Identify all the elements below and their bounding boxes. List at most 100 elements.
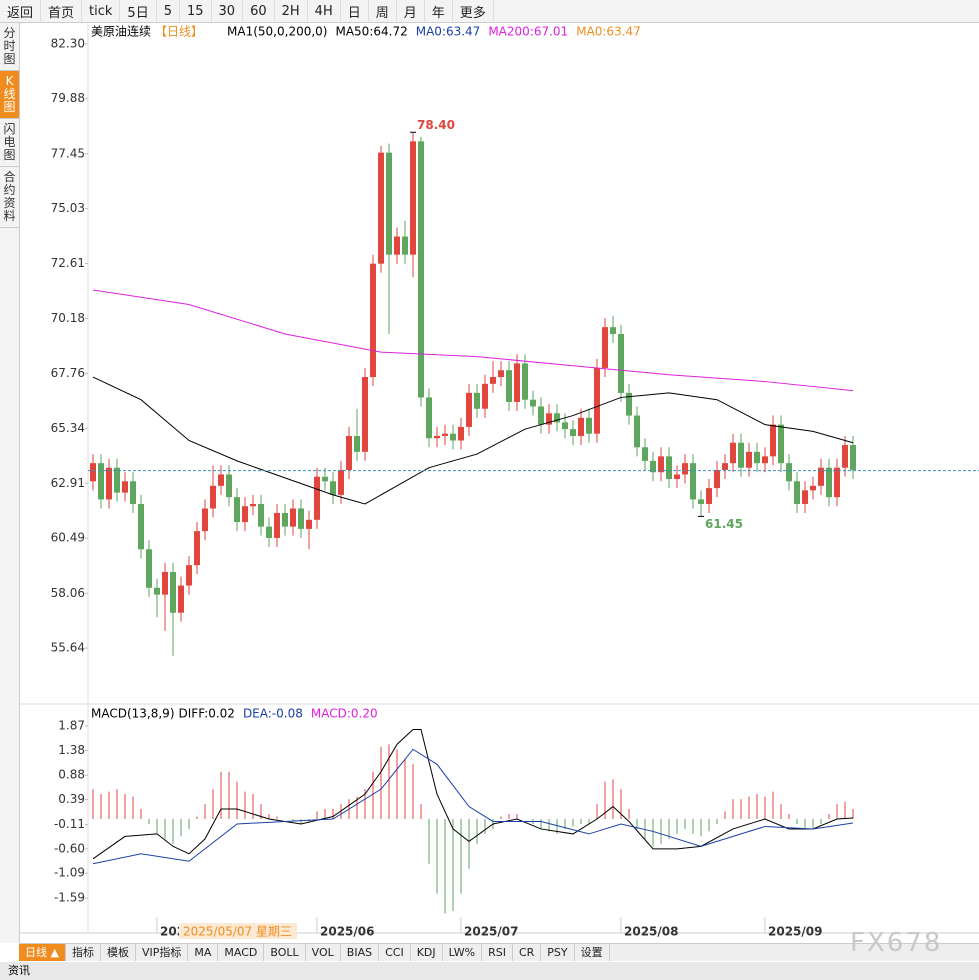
y-tick-label: 75.03: [51, 201, 85, 215]
candle-body: [114, 467, 120, 493]
candle-body: [202, 508, 208, 532]
candle-body: [106, 467, 112, 500]
bottom-bar: 日线 ▲ 指标 模板 VIP指标 MA MACD BOLL VOL BIAS CCI KDJ LW% R…: [19, 943, 979, 961]
indicator-tab[interactable]: BIAS: [341, 944, 380, 961]
annotation-label: 78.40: [417, 118, 455, 132]
toolbar-button[interactable]: 5日: [120, 0, 157, 22]
side-tab[interactable]: 分时图: [0, 23, 19, 71]
y-tick-label: 72.61: [51, 256, 85, 270]
legend-entry: MA200:67.01: [488, 25, 568, 39]
indicator-tab[interactable]: RSI: [482, 944, 513, 961]
y-tick-label: 55.64: [51, 641, 85, 655]
toolbar-button[interactable]: 日: [341, 0, 369, 22]
toolbar-button[interactable]: tick: [82, 0, 121, 22]
toolbar-button[interactable]: 周: [369, 0, 397, 22]
candle-body: [330, 481, 336, 495]
indicator-line: [92, 748, 854, 865]
candle-body: [466, 392, 472, 427]
legend-entry: DIFF:0.02: [179, 707, 235, 721]
side-tab[interactable]: 闪电图: [0, 119, 19, 167]
indicator-tab[interactable]: KDJ: [411, 944, 443, 961]
candle-body: [810, 485, 816, 491]
x-tick-label: 2025/07: [464, 925, 518, 939]
toolbar-button[interactable]: 15: [180, 0, 212, 22]
indicator-tab[interactable]: CR: [513, 944, 542, 961]
indicator-tab[interactable]: MACD: [218, 944, 265, 961]
y-tick-label: 79.88: [51, 91, 85, 105]
candle-body: [266, 526, 272, 538]
toolbar-button[interactable]: 2H: [275, 0, 308, 22]
toolbar-button[interactable]: 60: [243, 0, 275, 22]
indicator-tab[interactable]: 模板: [101, 944, 136, 961]
candle-body: [610, 327, 616, 334]
candle-body: [554, 413, 560, 423]
x-tick-label: 2025/06: [320, 925, 374, 939]
candle-body: [234, 497, 240, 523]
toolbar-button[interactable]: 更多: [453, 0, 494, 22]
candle-body: [538, 406, 544, 425]
candle-body: [90, 463, 96, 482]
candle-body: [530, 399, 536, 407]
period-button[interactable]: 日线 ▲: [19, 944, 66, 961]
candle-body: [594, 367, 600, 434]
candle-body: [794, 481, 800, 504]
candle-body: [706, 488, 712, 504]
indicator-tab[interactable]: 设置: [575, 944, 610, 961]
candle-body: [474, 392, 480, 409]
candle-body: [162, 571, 168, 595]
candle-body: [802, 490, 808, 504]
toolbar-button[interactable]: 返回: [0, 0, 42, 22]
candle-body: [482, 383, 488, 409]
chart: 82.30 79.88 77.45 75.03 72.61 70.18 67.76 65.34…: [19, 23, 979, 939]
indicator-tab[interactable]: BOLL: [264, 944, 306, 961]
candle-body: [506, 370, 512, 402]
candle-body: [362, 377, 368, 452]
side-tab[interactable]: K线图: [0, 71, 19, 119]
candle-body: [122, 481, 128, 493]
y-tick-label: 65.34: [51, 421, 85, 435]
candle-body: [666, 456, 672, 480]
candle-body: [490, 377, 496, 384]
toolbar-button[interactable]: 月: [397, 0, 425, 22]
y-tick-label: 62.91: [51, 476, 85, 490]
indicator-tab[interactable]: PSY: [541, 944, 575, 961]
y-tick-label: 58.06: [51, 586, 85, 600]
indicator-tab[interactable]: VOL: [306, 944, 341, 961]
candle-body: [674, 474, 680, 480]
candle-body: [210, 485, 216, 509]
candle-body: [402, 236, 408, 255]
candle-body: [746, 451, 752, 468]
toolbar-button[interactable]: 首页: [41, 0, 83, 22]
legend-entry: MA0:63.47: [576, 25, 641, 39]
candle-body: [274, 513, 280, 538]
indicator-tab[interactable]: VIP指标: [136, 944, 189, 961]
indicator-tab[interactable]: 指标: [66, 944, 101, 961]
toolbar-button[interactable]: 5: [157, 0, 180, 22]
y-tick-label: 67.76: [51, 366, 85, 380]
candle-body: [146, 549, 152, 588]
candle-body: [522, 363, 528, 400]
indicator-line: [92, 376, 854, 505]
indicator-tab[interactable]: MA: [188, 944, 219, 961]
candle-body: [218, 474, 224, 486]
x-tick-label: 2025/08: [624, 925, 678, 939]
side-tab[interactable]: 合约资料: [0, 167, 19, 228]
toolbar-button[interactable]: 4H: [308, 0, 341, 22]
candle-body: [714, 469, 720, 489]
candle-body: [442, 433, 448, 436]
candle-body: [282, 513, 288, 527]
indicator-tab[interactable]: CCI: [379, 944, 411, 961]
candle-body: [370, 263, 376, 378]
candle-body: [394, 236, 400, 255]
toolbar: 返回 首页 tick 5日 5 15 30 60 2H 4H 日周月年更多: [0, 0, 979, 23]
y-tick-label: 77.45: [51, 146, 85, 160]
toolbar-button[interactable]: 30: [212, 0, 244, 22]
toolbar-button[interactable]: 年: [425, 0, 453, 22]
indicator-tab[interactable]: LW%: [443, 944, 483, 961]
y-tick-label: 0.88: [58, 768, 85, 782]
candle-body: [626, 392, 632, 416]
candle-body: [322, 476, 328, 482]
candle-body: [562, 422, 568, 430]
y-tick-label: 1.87: [58, 718, 85, 732]
candle-body: [658, 456, 664, 473]
